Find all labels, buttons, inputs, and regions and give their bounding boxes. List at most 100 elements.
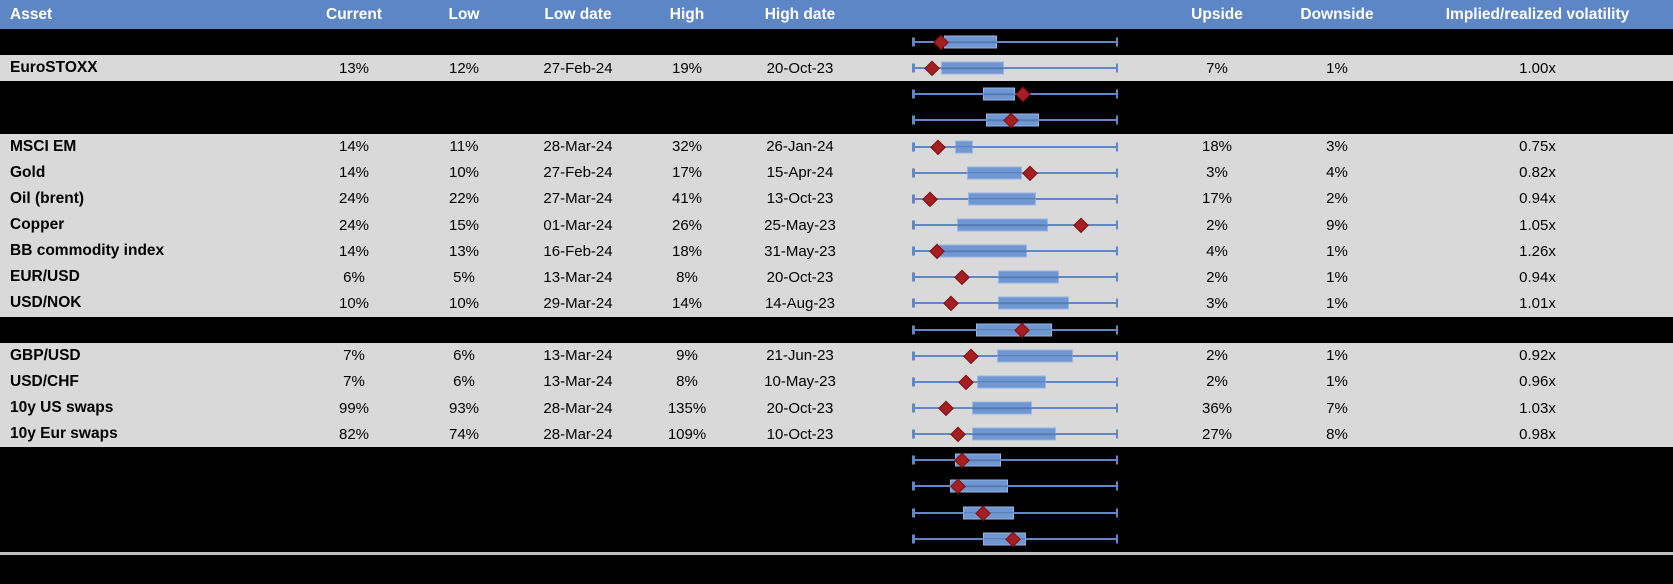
whisker-cap-right: [1115, 481, 1118, 491]
cell-current: 7%: [343, 373, 365, 391]
cell-current: 14%: [338, 164, 370, 182]
cell-low-date: 28-Mar-24: [543, 425, 613, 443]
cell-high-date: 31-May-23: [764, 242, 836, 260]
cell-high: 9%: [676, 347, 698, 365]
cell-upside: 3%: [1206, 164, 1228, 182]
box-midline: [955, 145, 973, 148]
cell-low-date: 13-Mar-24: [543, 373, 613, 391]
cell-chart: [862, 107, 1162, 133]
boxplot: [912, 447, 1118, 473]
boxplot: [912, 107, 1118, 133]
whisker-line: [913, 145, 1117, 148]
cell-downside: 1%: [1326, 373, 1348, 391]
cell-high-date: 15-Apr-24: [766, 164, 834, 182]
cell-chart: [862, 526, 1162, 552]
header-cell-high: High: [669, 5, 705, 23]
whisker-cap-left: [912, 481, 915, 491]
box-midline: [955, 459, 1001, 462]
boxplot: [912, 473, 1118, 499]
boxplot: [912, 421, 1118, 447]
cell-low-date: 28-Mar-24: [543, 399, 613, 417]
whisker-cap-left: [912, 534, 915, 544]
boxplot: [912, 212, 1118, 238]
cell-current: 7%: [343, 347, 365, 365]
hidden-row: [0, 473, 1673, 500]
table-row: Gold 14% 10% 27-Feb-24 17% 15-Apr-24 3% 4% 0.82x: [0, 159, 1673, 186]
cell-low: 74%: [448, 425, 480, 443]
cell-high-date: 26-Jan-24: [766, 138, 834, 156]
box-midline: [983, 537, 1026, 540]
cell-chart: [862, 29, 1162, 55]
box-midline: [996, 355, 1073, 357]
cell-downside: 3%: [1326, 138, 1348, 156]
cell-low: 22%: [448, 190, 480, 208]
whisker-cap-left: [912, 455, 915, 465]
cell-high-date: 20-Oct-23: [766, 59, 834, 77]
cell-chart: [862, 395, 1162, 421]
cell-downside: 4%: [1326, 164, 1348, 182]
cell-downside: 1%: [1326, 59, 1348, 77]
whisker-cap-left: [912, 246, 915, 256]
cell-upside: 4%: [1206, 242, 1228, 260]
cell-current: 99%: [338, 399, 370, 417]
box-midline: [997, 276, 1060, 279]
whisker-cap-right: [1115, 142, 1118, 152]
cell-downside: 1%: [1326, 268, 1348, 286]
whisker-cap-right: [1115, 246, 1118, 256]
cell-chart: [862, 421, 1162, 447]
cell-vol: 1.05x: [1519, 216, 1556, 234]
footer-bar: [0, 555, 1673, 584]
table-row: 10y US swaps 99% 93% 28-Mar-24 135% 20-Oct-23…: [0, 394, 1673, 422]
cell-high: 8%: [676, 268, 698, 286]
whisker-cap-left: [912, 351, 915, 361]
cell-high: 26%: [671, 216, 703, 234]
box-midline: [940, 67, 1004, 69]
cell-high-date: 20-Oct-23: [766, 399, 834, 417]
cell-chart: [862, 447, 1162, 473]
cell-current: 14%: [338, 242, 370, 260]
hidden-row: [0, 316, 1673, 343]
table-row: GBP/USD 7% 6% 13-Mar-24 9% 21-Jun-23 2% 1% 0.92x: [0, 342, 1673, 369]
cell-chart: [862, 160, 1162, 186]
boxplot: [912, 500, 1118, 526]
cell-downside: 1%: [1326, 347, 1348, 365]
cell-low-date: 27-Feb-24: [543, 59, 613, 77]
current-marker-diamond: [958, 374, 974, 390]
whisker-cap-right: [1115, 194, 1118, 204]
whisker-cap-left: [912, 63, 915, 73]
table-row: USD/NOK 10% 10% 29-Mar-24 14% 14-Aug-23 3% 1% 1.…: [0, 290, 1673, 317]
whisker-cap-right: [1115, 272, 1118, 282]
boxplot: [912, 29, 1118, 55]
hidden-row: [0, 499, 1673, 526]
cell-upside: 3%: [1206, 294, 1228, 312]
current-marker-diamond: [922, 191, 938, 207]
table-row: 10y Eur swaps 82% 74% 28-Mar-24 109% 10-Oct-2…: [0, 421, 1673, 448]
cell-upside: 27%: [1201, 425, 1233, 443]
cell-vol: 1.03x: [1519, 399, 1556, 417]
cell-current: 82%: [338, 425, 370, 443]
cell-chart: [862, 186, 1162, 212]
cell-downside: 2%: [1326, 190, 1348, 208]
cell-high-date: 10-Oct-23: [766, 425, 834, 443]
cell-vol: 0.94x: [1519, 268, 1556, 286]
whisker-line: [913, 485, 1117, 488]
cell-vol: 0.75x: [1519, 138, 1556, 156]
whisker-cap-left: [912, 89, 915, 99]
current-marker-diamond: [1022, 165, 1038, 181]
box-midline: [967, 198, 1036, 200]
whisker-cap-left: [912, 429, 915, 439]
boxplot: [912, 81, 1118, 107]
whisker-line: [913, 93, 1117, 96]
cell-low: 11%: [449, 138, 479, 156]
cell-current: 10%: [338, 294, 370, 312]
whisker-cap-left: [912, 298, 915, 308]
table-row: Copper 24% 15% 01-Mar-24 26% 25-May-23 2% 9% 1.0…: [0, 211, 1673, 239]
whisker-cap-left: [912, 377, 915, 387]
current-marker-diamond: [1015, 86, 1031, 102]
cell-low: 6%: [453, 373, 475, 391]
cell-downside: 9%: [1326, 216, 1348, 234]
box-midline: [957, 224, 1049, 226]
cell-asset: GBP/USD: [10, 346, 81, 364]
cell-vol: 0.94x: [1519, 190, 1556, 208]
cell-chart: [862, 134, 1162, 160]
